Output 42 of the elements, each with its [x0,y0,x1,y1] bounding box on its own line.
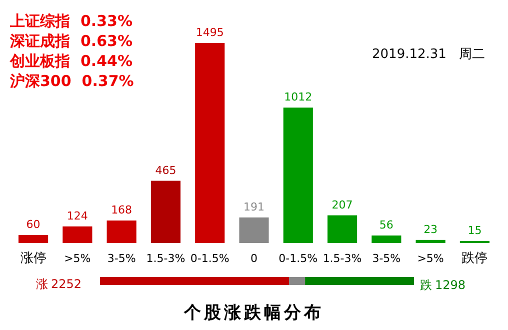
x-tick-label: 0-1.5% [190,252,230,265]
text: 涨 [36,277,48,291]
x-tick-label: 1.5-3% [322,252,362,265]
data-label: 207 [332,198,353,212]
x-tick-label: >5% [64,252,91,265]
data-label: 23 [424,222,438,236]
x-tick-label: 跌停 [462,251,488,266]
bar [416,240,446,243]
bar [18,234,48,243]
x-tick-label: 1.5-3% [146,252,186,265]
x-tick-label: 3-5% [107,252,136,265]
data-label: 15 [468,224,482,237]
bar [283,108,313,243]
bar [327,215,358,243]
data-label: 168 [111,204,132,217]
data-label: 1495 [196,26,224,39]
text: 个股涨跌幅分布 [183,303,324,323]
data-label: 124 [66,209,88,222]
data-label: 56 [379,218,394,232]
bar [239,217,269,243]
annotation: 2019.12.31 周二 [372,47,485,62]
x-tick-label: 3-5% [372,252,401,265]
data-label: 1298 [435,278,466,292]
data-label: 60 [26,218,40,231]
annotation: 创业板指 0.44% [9,52,132,70]
data-label: 2252 [51,277,82,291]
series-label: 跌 [420,278,432,292]
bar [372,236,402,243]
x-tick-label: 0-1.5% [278,252,318,265]
bar [106,220,136,243]
annotation: 沪深300 0.37% [9,72,134,90]
bar [195,43,225,243]
x-tick-label: 涨停 [20,251,46,266]
bar [62,226,92,243]
data-label: 1012 [284,90,312,104]
annotation: 深证成指 0.63% [9,32,132,50]
data-label: 191 [244,200,264,214]
text: 上证综指 0.33% [9,12,132,30]
bar [150,180,181,243]
x-tick-label: 0 [250,252,258,265]
data-label: 465 [155,164,176,177]
x-tick-label: >5% [417,252,444,265]
